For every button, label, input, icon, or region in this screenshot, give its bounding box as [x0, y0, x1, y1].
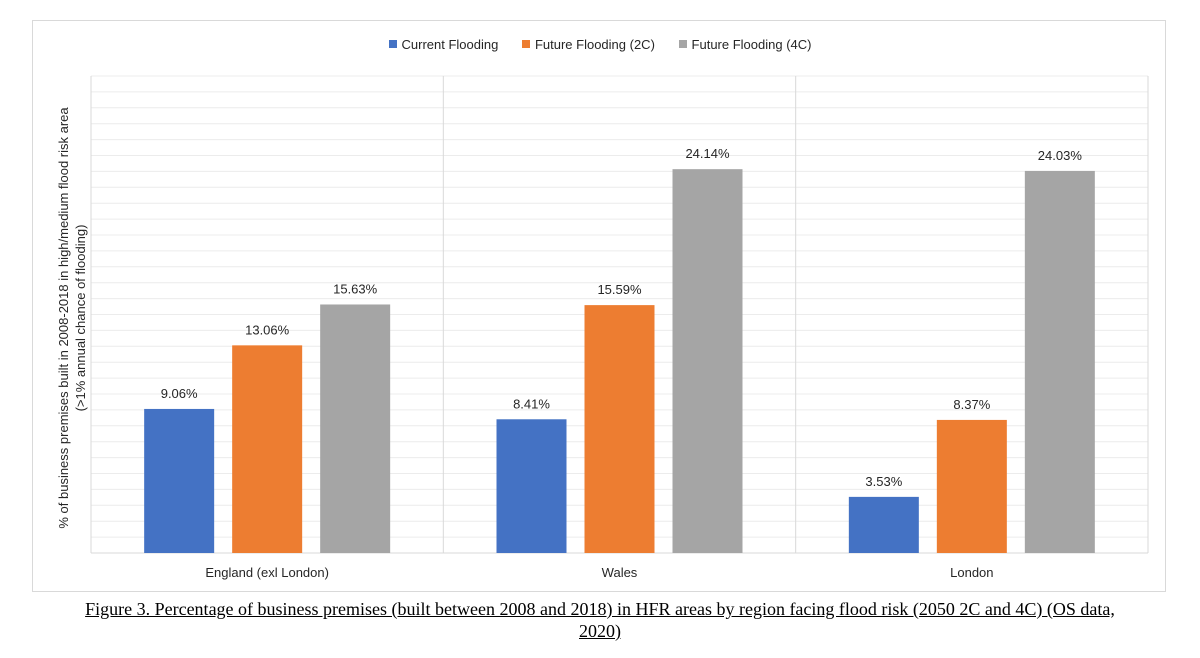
legend: Current Flooding Future Flooding (2C) Fu… [0, 36, 1200, 52]
data-label: 24.03% [1038, 148, 1083, 163]
bar-1-2 [232, 345, 303, 553]
bar-1-1 [144, 408, 215, 553]
data-label: 8.41% [513, 396, 550, 411]
data-label: 9.06% [161, 386, 198, 401]
legend-label-2c: Future Flooding (2C) [534, 36, 655, 52]
x-tick-label: London [950, 565, 993, 580]
data-label: 13.06% [245, 322, 290, 337]
figure-caption: Figure 3. Percentage of business premise… [0, 598, 1200, 642]
bar-3-3 [1024, 170, 1095, 553]
bar-2-2 [584, 305, 655, 553]
x-tick-label: England (exl London) [205, 565, 329, 580]
legend-label-4c: Future Flooding (4C) [691, 36, 812, 52]
bar-3-2 [936, 419, 1007, 553]
legend-label-current: Current Flooding [401, 36, 499, 52]
data-label: 3.53% [865, 474, 902, 489]
legend-swatch-4c [678, 40, 687, 48]
x-tick-label: Wales [602, 565, 638, 580]
bar-2-1 [496, 419, 567, 553]
legend-item-current: Current Flooding [388, 36, 499, 52]
legend-swatch-2c [521, 40, 530, 48]
data-label: 8.37% [953, 397, 990, 412]
bar-1-3 [320, 304, 391, 553]
bar-2-3 [672, 169, 743, 553]
legend-item-4c: Future Flooding (4C) [678, 36, 812, 52]
figure-caption-line1: Figure 3. Percentage of business premise… [85, 599, 1115, 619]
data-label: 24.14% [685, 146, 730, 161]
legend-swatch-current [388, 40, 397, 48]
bar-3-1 [848, 496, 919, 553]
data-label: 15.63% [333, 281, 378, 296]
data-label: 15.59% [597, 282, 642, 297]
legend-item-2c: Future Flooding (2C) [521, 36, 655, 52]
figure-caption-line2: 2020) [579, 621, 621, 641]
